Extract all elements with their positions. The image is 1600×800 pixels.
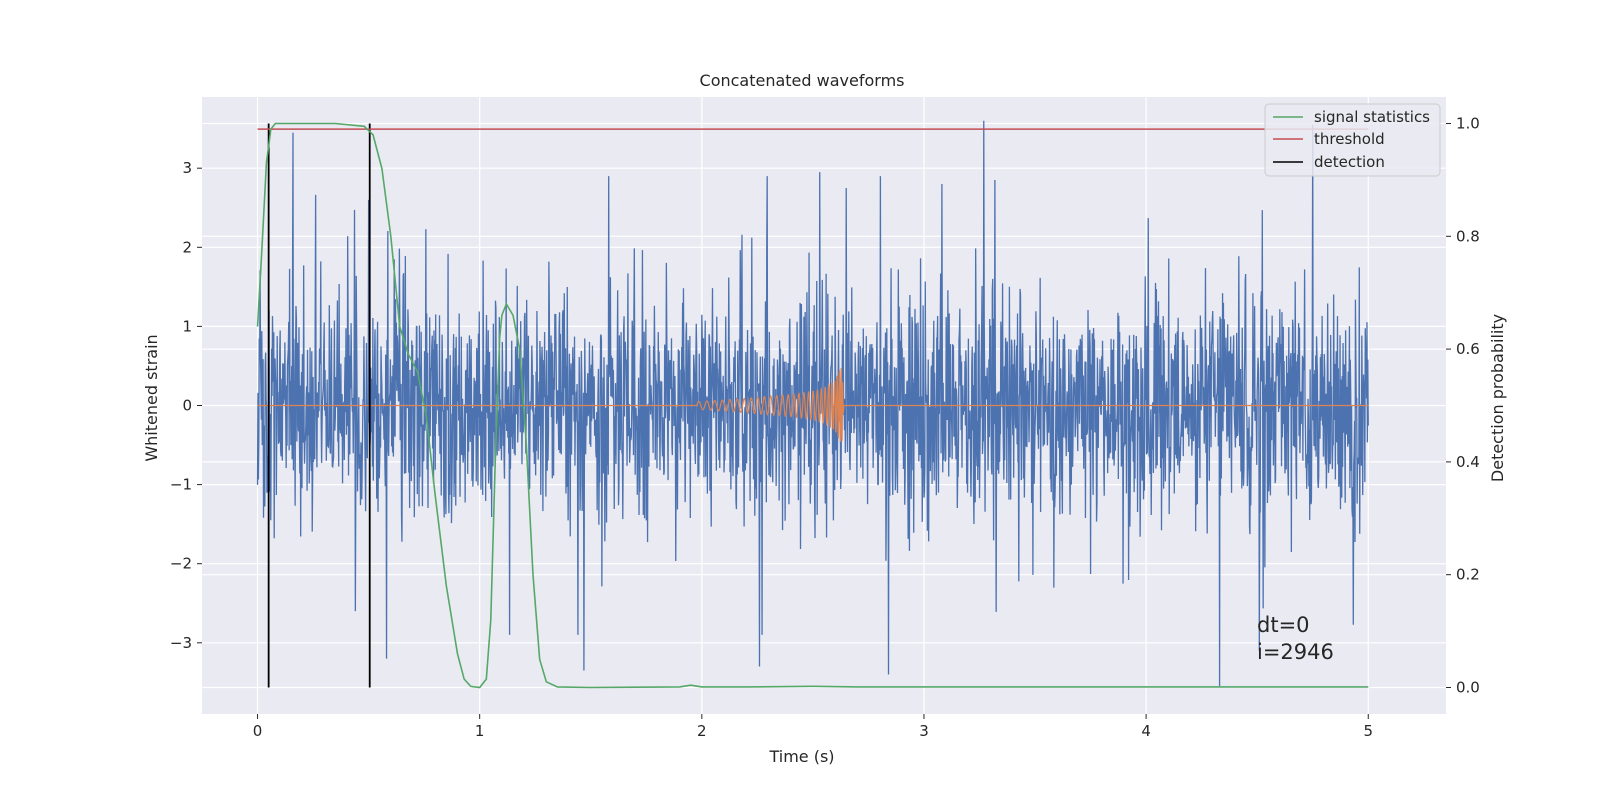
y-tick-label: −3: [170, 634, 192, 652]
y-tick-label: 3: [182, 159, 192, 177]
x-tick-label: 0: [253, 722, 263, 740]
x-tick-label: 2: [697, 722, 707, 740]
y-tick-label: −2: [170, 555, 192, 573]
detection-lines: [267, 123, 371, 688]
annotation-dt: dt=0: [1257, 613, 1310, 637]
x-axis-ticks: 0 1 2 3 4 5: [253, 714, 1373, 740]
y2-axis-label: Detection probability: [1488, 314, 1507, 482]
x-tick-label: 5: [1363, 722, 1373, 740]
y2-tick-label: 1.0: [1456, 115, 1480, 133]
y-tick-label: 1: [182, 317, 192, 335]
plot-area: [256, 120, 1369, 689]
legend: signal statistics threshold detection: [1264, 103, 1441, 177]
annotation-i: i=2946: [1257, 640, 1334, 664]
y2-tick-label: 0.4: [1456, 453, 1480, 471]
x-tick-label: 4: [1141, 722, 1151, 740]
legend-signal-label: signal statistics: [1314, 108, 1430, 126]
y2-tick-label: 0.8: [1456, 227, 1480, 245]
chirp-series-line: [257, 367, 1369, 443]
x-tick-label: 3: [919, 722, 929, 740]
y-tick-label: 2: [182, 238, 192, 256]
y-tick-label: 0: [182, 397, 192, 415]
y-axis-ticks: −3 −2 −1 0 1 2 3: [170, 159, 202, 652]
strain-series-line: [256, 120, 1369, 687]
y2-tick-label: 0.6: [1456, 340, 1480, 358]
legend-threshold-label: threshold: [1314, 130, 1385, 148]
x-axis-label: Time (s): [768, 747, 834, 766]
legend-box: [1264, 103, 1441, 177]
x-tick-label: 1: [475, 722, 485, 740]
y2-axis-ticks: 0.0 0.2 0.4 0.6 0.8 1.0: [1446, 115, 1480, 696]
y-axis-label: Whitened strain: [142, 334, 161, 461]
legend-detection-label: detection: [1314, 153, 1385, 171]
chart-title: Concatenated waveforms: [700, 71, 905, 90]
y2-tick-label: 0.0: [1456, 678, 1480, 696]
y-tick-label: −1: [170, 476, 192, 494]
y2-tick-label: 0.2: [1456, 566, 1480, 584]
signal-statistics-line: [256, 122, 1369, 689]
